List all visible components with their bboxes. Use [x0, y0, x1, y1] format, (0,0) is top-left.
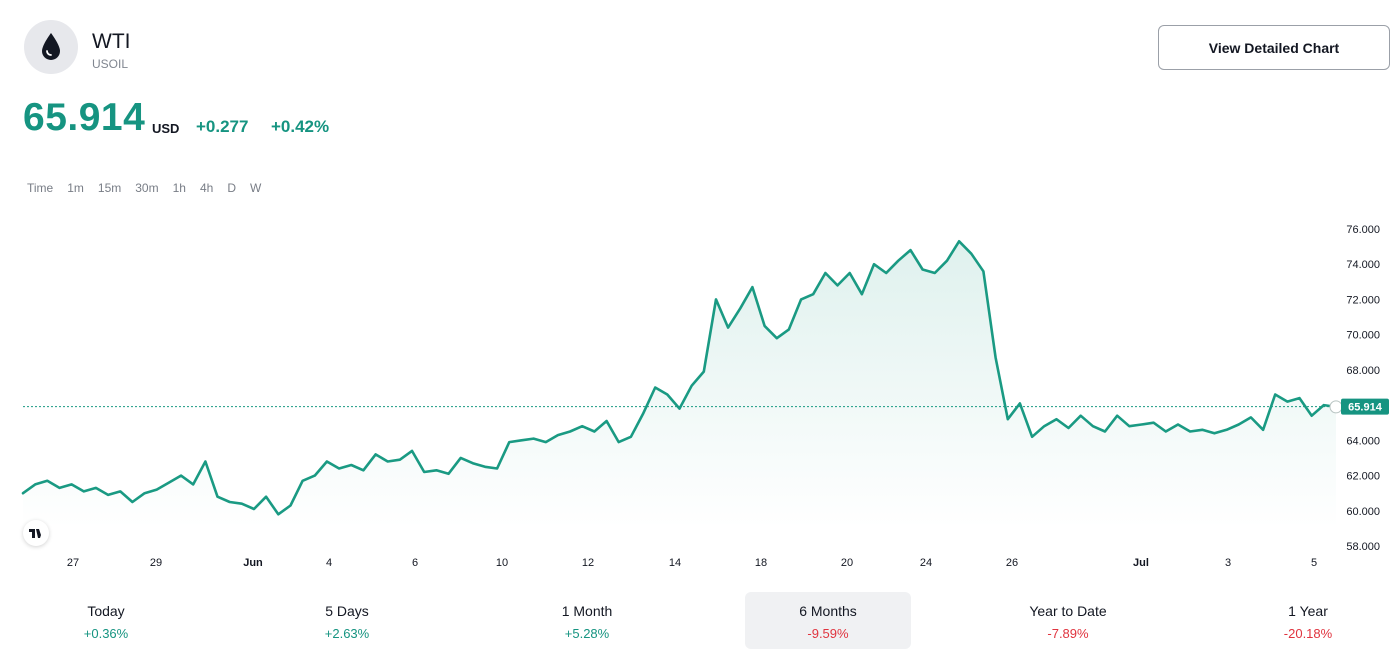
x-axis: 27 29 Jun 4 6 10 12 14 18 20 24 26 Jul 3 5	[67, 557, 1317, 569]
period-today[interactable]: Today +0.36%	[40, 592, 172, 649]
x-tick-label: 10	[496, 557, 508, 569]
period-label: Year to Date	[1029, 603, 1107, 619]
y-axis: 58.00060.00062.00064.00066.00068.00070.0…	[1346, 224, 1380, 553]
period-performance-bar: Today +0.36% 5 Days +2.63% 1 Month +5.28…	[0, 592, 1396, 652]
period-value: +0.36%	[83, 626, 129, 641]
interval-time[interactable]: Time	[27, 181, 54, 195]
x-tick-label: 26	[1006, 557, 1018, 569]
current-price: 65.914	[23, 96, 146, 139]
instrument-name: WTI	[92, 30, 131, 53]
tradingview-logo-icon[interactable]	[23, 520, 49, 546]
price-change-percent: +0.42%	[271, 117, 330, 136]
period-label: 1 Month	[561, 603, 613, 619]
price-series-line	[21, 240, 1338, 516]
y-tick-label: 76.000	[1346, 224, 1380, 236]
interval-selector: Time 1m 15m 30m 1h 4h D W	[20, 181, 268, 195]
instrument-ticker: USOIL	[92, 57, 129, 71]
interval-1m[interactable]: 1m	[67, 181, 84, 195]
interval-30m[interactable]: 30m	[135, 181, 159, 195]
oil-drop-icon	[42, 33, 60, 60]
y-tick-label: 68.000	[1346, 365, 1380, 377]
period-6-months[interactable]: 6 Months -9.59%	[745, 592, 911, 649]
price-change-absolute: +0.277	[196, 117, 249, 136]
price-area-fill	[23, 241, 1336, 529]
period-1-month[interactable]: 1 Month +5.28%	[521, 592, 653, 649]
interval-w[interactable]: W	[249, 181, 262, 195]
period-label: Today	[87, 603, 125, 619]
y-tick-label: 58.000	[1346, 541, 1380, 553]
period-5-days[interactable]: 5 Days +2.63%	[281, 592, 413, 649]
period-value: -20.18%	[1283, 626, 1333, 641]
x-tick-label: 4	[326, 557, 332, 569]
period-label: 6 Months	[799, 603, 857, 619]
x-tick-label: 24	[920, 557, 932, 569]
last-price-marker	[1329, 400, 1343, 414]
x-tick-label: 14	[669, 557, 681, 569]
period-value: -9.59%	[807, 626, 849, 641]
x-tick-label: 5	[1311, 557, 1317, 569]
x-tick-label: Jul	[1133, 557, 1149, 569]
y-tick-label: 60.000	[1346, 506, 1380, 518]
period-value: -7.89%	[1047, 626, 1089, 641]
period-value: +5.28%	[564, 626, 610, 641]
x-tick-label: 27	[67, 557, 79, 569]
x-tick-label: Jun	[243, 557, 263, 569]
y-tick-label: 62.000	[1346, 471, 1380, 483]
instrument-logo	[24, 20, 78, 74]
x-tick-label: 12	[582, 557, 594, 569]
period-label: 5 Days	[325, 603, 369, 619]
y-tick-label: 70.000	[1346, 330, 1380, 342]
period-value: +2.63%	[324, 626, 370, 641]
last-price-label: 65.914	[1348, 402, 1383, 414]
interval-1h[interactable]: 1h	[172, 181, 186, 195]
last-price-badge: 65.914	[1341, 398, 1389, 415]
y-tick-label: 74.000	[1346, 259, 1380, 271]
interval-4h[interactable]: 4h	[199, 181, 214, 195]
price-currency: USD	[152, 121, 180, 136]
interval-d[interactable]: D	[227, 181, 236, 195]
view-detailed-chart-button[interactable]: View Detailed Chart	[1158, 25, 1390, 70]
x-tick-label: 20	[841, 557, 853, 569]
price-chart[interactable]: 58.00060.00062.00064.00066.00068.00070.0…	[0, 0, 1396, 580]
y-tick-label: 64.000	[1346, 435, 1380, 447]
period-year-to-date[interactable]: Year to Date -7.89%	[1002, 592, 1134, 649]
x-tick-label: 18	[755, 557, 767, 569]
x-tick-label: 3	[1225, 557, 1231, 569]
y-tick-label: 72.000	[1346, 294, 1380, 306]
x-tick-label: 6	[412, 557, 418, 569]
x-tick-label: 29	[150, 557, 162, 569]
period-label: 1 Year	[1288, 603, 1328, 619]
interval-15m[interactable]: 15m	[97, 181, 122, 195]
period-1-year[interactable]: 1 Year -20.18%	[1242, 592, 1374, 649]
